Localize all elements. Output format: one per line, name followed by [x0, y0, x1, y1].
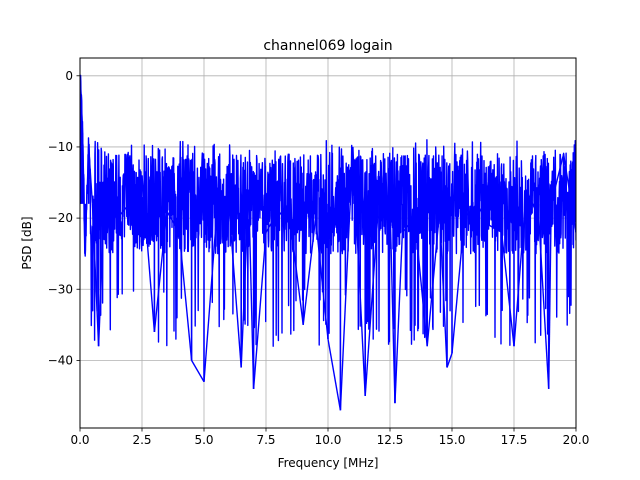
y-axis-label: PSD [dB] [20, 216, 34, 269]
psd-segment [476, 203, 490, 226]
psd-segment [247, 189, 255, 389]
psd-segment [463, 203, 478, 219]
psd-segment [153, 210, 168, 333]
plot-data [80, 74, 576, 411]
psd-segment [562, 153, 576, 233]
x-tick-label: 7.5 [256, 433, 275, 447]
psd-segment [550, 153, 565, 205]
psd-segment [290, 225, 304, 325]
psd-segment [97, 189, 106, 347]
y-tick-label: 0 [65, 69, 73, 83]
psd-segment [203, 218, 218, 382]
psd-segment [352, 146, 366, 397]
axis-ticks: 0.0 2.5 5.0 7.5 10.0 12.5 15.0 17.5 20.0 0 −10 −20 −… [48, 69, 590, 447]
psd-segment [500, 232, 515, 347]
psd-segment [538, 218, 550, 389]
x-tick-label: 5.0 [194, 433, 213, 447]
x-tick-label: 17.5 [501, 433, 528, 447]
psd-segment [228, 203, 242, 368]
psd-segment [394, 232, 404, 404]
psd-segment [240, 189, 250, 368]
x-tick-label: 20.0 [563, 433, 590, 447]
psd-segment [215, 203, 230, 219]
x-axis-label: Frequency [MHz] [278, 456, 379, 470]
y-tick-label: −10 [48, 140, 73, 154]
psd-segment [302, 218, 317, 325]
psd-segment [190, 360, 205, 383]
chart-title: channel069 logain [263, 38, 392, 54]
psd-segment [265, 210, 280, 233]
psd-segment [327, 338, 342, 411]
psd-segment [426, 210, 441, 347]
psd-segment [178, 232, 193, 361]
psd-segment [364, 218, 379, 397]
psd-segment [91, 203, 100, 347]
psd-segment [104, 189, 118, 219]
psd-segment [339, 146, 354, 411]
psd-segment [451, 218, 466, 354]
psd-segment [116, 203, 131, 219]
x-tick-label: 0.0 [70, 433, 89, 447]
x-tick-label: 2.5 [132, 433, 151, 447]
psd-segment [446, 353, 453, 368]
y-tick-label: −40 [48, 353, 73, 367]
x-tick-label: 12.5 [377, 433, 404, 447]
psd-segment [488, 224, 502, 233]
psd-segment [166, 210, 180, 233]
psd-segment [438, 210, 448, 368]
psd-segment [128, 175, 143, 205]
psd-segment [277, 210, 292, 226]
psd-segment [389, 203, 396, 404]
y-tick-label: −20 [48, 211, 73, 225]
psd-segment [141, 175, 156, 332]
psd-segment [414, 218, 428, 347]
y-tick-label: −30 [48, 282, 73, 296]
psd-segment [377, 203, 391, 219]
psd-segment [252, 232, 267, 389]
x-tick-label: 15.0 [439, 433, 466, 447]
x-tick-label: 10.0 [315, 433, 342, 447]
psd-segment [401, 217, 416, 233]
psd-segment [513, 189, 528, 347]
psd-segment [525, 189, 540, 219]
psd-segment [314, 218, 329, 340]
